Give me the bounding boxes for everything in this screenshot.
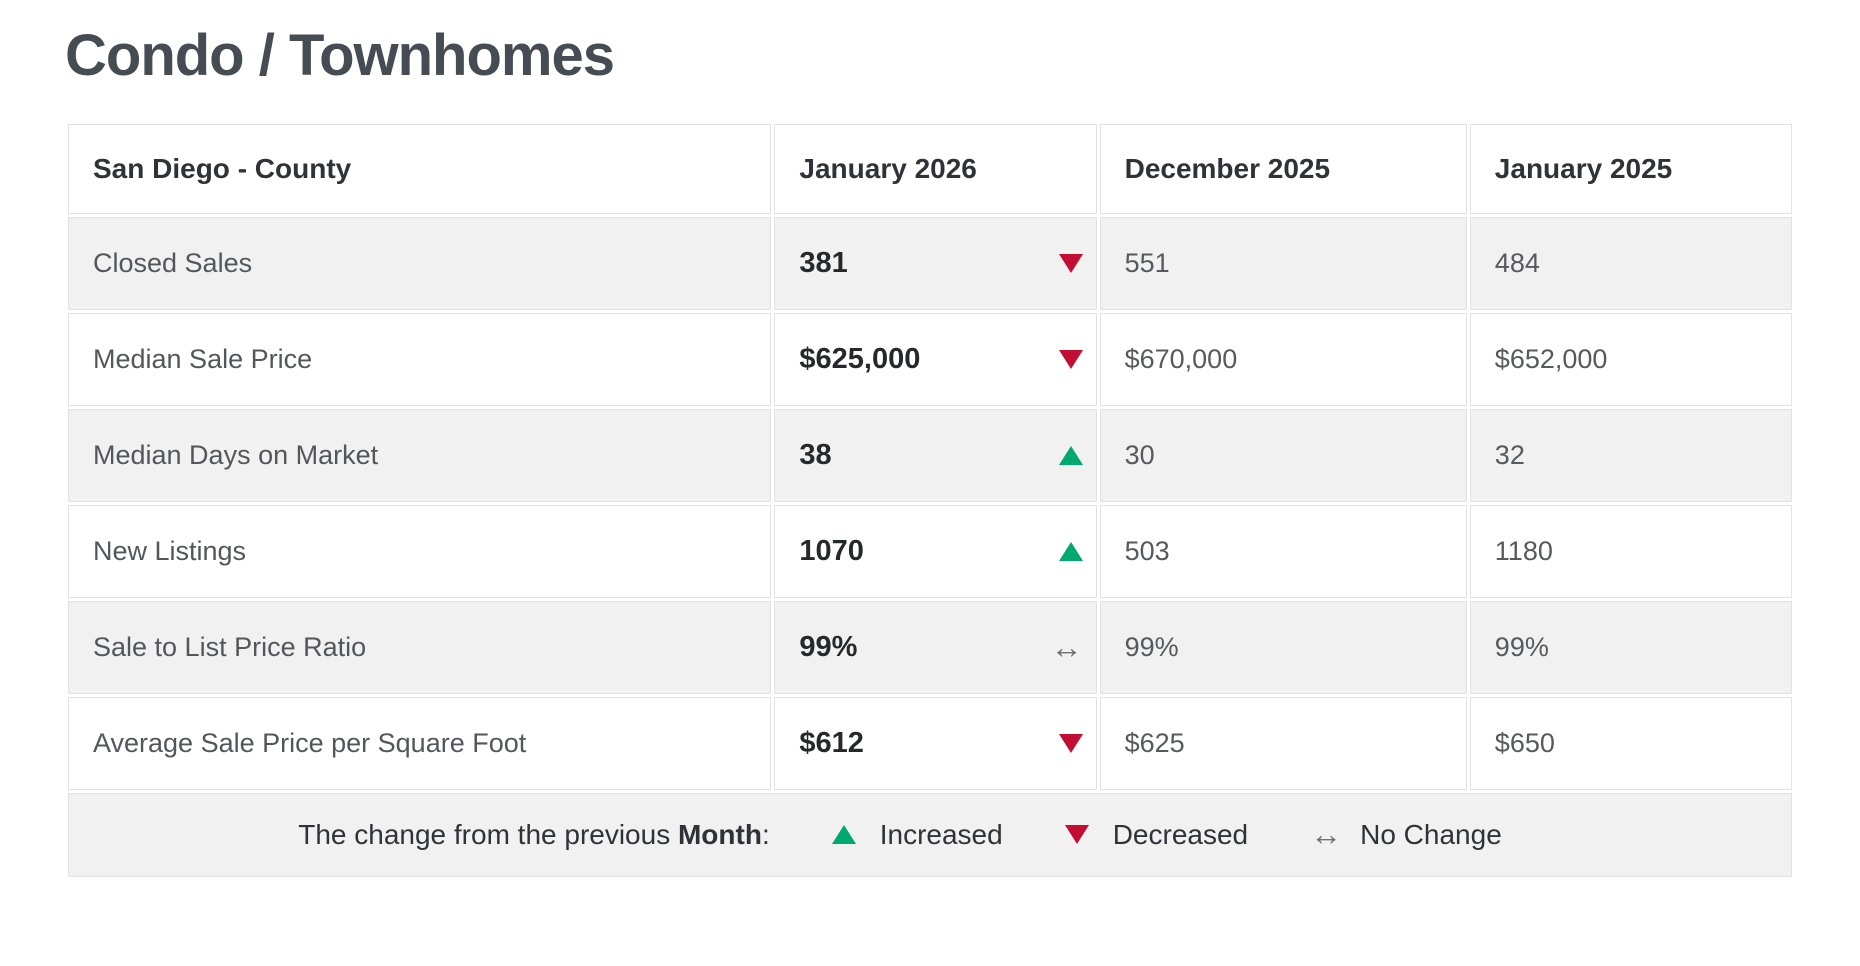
table-row: Median Days on Market 38 30 32 [68, 408, 1792, 502]
previous-year-value: 32 [1469, 408, 1792, 502]
current-value-cell: 99% ↔ [774, 600, 1097, 694]
change-up-icon [1058, 541, 1083, 561]
change-down-icon [1058, 733, 1083, 753]
current-value-cell: $612 [774, 696, 1097, 790]
current-value-cell: 381 [774, 216, 1097, 310]
current-value: 381 [799, 246, 848, 279]
legend-item-label: Decreased [1112, 818, 1249, 850]
metric-label: Median Days on Market [68, 408, 772, 502]
metric-label: Closed Sales [68, 216, 772, 310]
table-header-row: San Diego - County January 2026 December… [68, 123, 1792, 214]
change-up-icon [1058, 445, 1083, 465]
current-value: 38 [799, 438, 832, 471]
change-down-icon [1058, 349, 1083, 369]
increase-triangle-icon [831, 825, 856, 845]
column-header-previous-year: January 2025 [1469, 123, 1792, 214]
previous-month-value: 551 [1099, 216, 1467, 310]
current-value-cell: 1070 [774, 504, 1097, 598]
previous-month-value: $670,000 [1099, 312, 1467, 406]
metric-label: New Listings [68, 504, 772, 598]
table-row: Sale to List Price Ratio 99% ↔ 99% 99% [68, 600, 1792, 694]
legend-row: The change from the previous Month: Incr… [68, 792, 1792, 877]
legend-item-increased: Increased [831, 818, 1003, 851]
previous-month-value: 30 [1099, 408, 1467, 502]
no-change-arrow-icon: ↔ [1050, 628, 1083, 665]
legend-item-no-change: ↔ No Change [1310, 816, 1502, 853]
current-value: $625,000 [799, 342, 921, 375]
previous-month-value: $625 [1099, 696, 1467, 790]
previous-year-value: $650 [1469, 696, 1792, 790]
column-header-region: San Diego - County [68, 123, 772, 214]
current-value: 1070 [799, 534, 864, 567]
column-header-previous-month: December 2025 [1099, 123, 1467, 214]
legend-item-decreased: Decreased [1064, 818, 1249, 851]
current-value: 99% [799, 630, 858, 663]
previous-year-value: 1180 [1469, 504, 1792, 598]
legend-item-label: Increased [879, 818, 1003, 850]
current-value-cell: 38 [774, 408, 1097, 502]
previous-month-value: 503 [1099, 504, 1467, 598]
column-header-current-month: January 2026 [774, 123, 1097, 214]
page-title: Condo / Townhomes [65, 23, 615, 88]
table-row: Closed Sales 381 551 484 [68, 216, 1792, 310]
legend-caption: The change from the previous Month: [298, 818, 770, 850]
change-down-icon [1058, 253, 1083, 273]
previous-year-value: 484 [1469, 216, 1792, 310]
previous-month-value: 99% [1099, 600, 1467, 694]
market-stats-table: San Diego - County January 2026 December… [65, 121, 1795, 880]
table-row: Median Sale Price $625,000 $670,000 $652… [68, 312, 1792, 406]
table-row: New Listings 1070 503 1180 [68, 504, 1792, 598]
metric-label: Median Sale Price [68, 312, 772, 406]
metric-label: Sale to List Price Ratio [68, 600, 772, 694]
metric-label: Average Sale Price per Square Foot [68, 696, 772, 790]
legend-item-label: No Change [1360, 818, 1502, 850]
decrease-triangle-icon [1064, 825, 1089, 845]
legend-cell: The change from the previous Month: Incr… [68, 792, 1792, 877]
table-row: Average Sale Price per Square Foot $612 … [68, 696, 1792, 790]
previous-year-value: $652,000 [1469, 312, 1792, 406]
report-page: Condo / Townhomes San Diego - County Jan… [65, 23, 1795, 880]
no-change-arrow-icon: ↔ [1310, 816, 1343, 853]
previous-year-value: 99% [1469, 600, 1792, 694]
current-value-cell: $625,000 [774, 312, 1097, 406]
current-value: $612 [799, 726, 864, 759]
